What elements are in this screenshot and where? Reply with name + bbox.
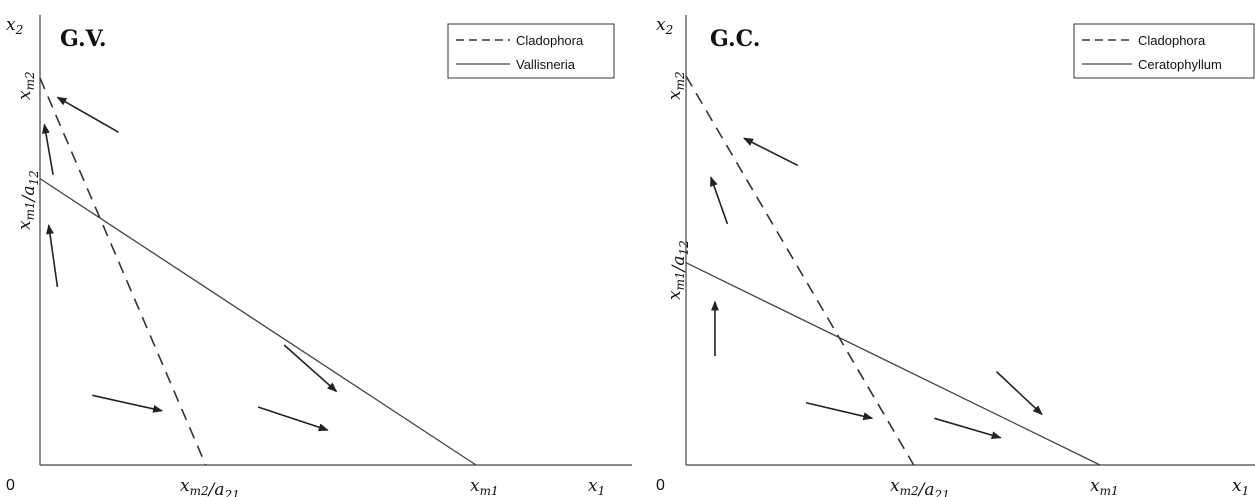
series-line-cladophora-gc xyxy=(685,75,915,466)
origin-label-gc: 0 xyxy=(656,477,665,494)
x-axis-label-gv: x1 xyxy=(588,476,605,497)
direction-arrow-gc-1 xyxy=(743,137,799,167)
direction-arrow-gv-4 xyxy=(92,394,164,413)
series-line-cladophora-gv xyxy=(39,77,207,466)
legend-box-gv xyxy=(447,23,615,79)
lines-gv xyxy=(39,77,477,466)
direction-arrow-gc-4 xyxy=(805,401,874,421)
panel-gv: G.V. Cladophora Vallisneria x2 xm2 xm1/a… xyxy=(6,15,632,497)
x-tick-xm2a21-gc: xm2/a21 xyxy=(890,476,950,497)
arrows-gc xyxy=(710,137,1043,440)
direction-arrow-gv-6 xyxy=(257,406,329,432)
legend-gc: Cladophora Ceratophyllum xyxy=(1073,23,1255,79)
direction-arrow-gv-3 xyxy=(46,224,59,288)
panel-title-gv: G.V. xyxy=(60,26,107,52)
y-tick-xm1a12-gv: xm1/a12 xyxy=(15,170,41,230)
legend-label-cladophora-gc: Cladophora xyxy=(1138,33,1206,48)
legend-label-ceratophyllum-gc: Ceratophyllum xyxy=(1138,57,1222,72)
y-axis-label-gv: x2 xyxy=(6,15,23,37)
origin-label-gv: 0 xyxy=(6,477,15,494)
direction-arrow-gv-1 xyxy=(56,96,119,133)
panel-gc: G.C. Cladophora Ceratophyllum x2 xm2 xm1… xyxy=(656,15,1255,497)
direction-arrow-gc-6 xyxy=(934,417,1002,440)
panel-title-gc: G.C. xyxy=(710,26,760,52)
direction-arrow-gv-5 xyxy=(283,344,338,393)
y-tick-xm2-gc: xm2 xyxy=(665,71,687,100)
direction-arrow-gv-2 xyxy=(41,123,54,175)
y-axis-label-gc: x2 xyxy=(656,15,673,37)
x-axis-label-gc: x1 xyxy=(1232,476,1249,497)
x-tick-xm1-gv: xm1 xyxy=(470,476,499,497)
legend-gv: Cladophora Vallisneria xyxy=(447,23,615,79)
series-line-ceratophyllum-gc xyxy=(685,262,1101,466)
arrows-gv xyxy=(41,96,338,432)
legend-box-gc xyxy=(1073,23,1255,79)
lines-gc xyxy=(685,75,1101,466)
y-tick-xm1a12-gc: xm1/a12 xyxy=(665,240,691,300)
legend-label-vallisneria-gv: Vallisneria xyxy=(516,57,576,72)
direction-arrow-gc-2 xyxy=(710,176,729,225)
y-tick-xm2-gv: xm2 xyxy=(15,71,37,100)
series-line-vallisneria-gv xyxy=(39,178,477,466)
direction-arrow-gc-5 xyxy=(995,371,1043,416)
x-tick-xm1-gc: xm1 xyxy=(1090,476,1119,497)
legend-label-cladophora-gv: Cladophora xyxy=(516,33,584,48)
x-tick-xm2a21-gv: xm2/a21 xyxy=(180,476,240,497)
